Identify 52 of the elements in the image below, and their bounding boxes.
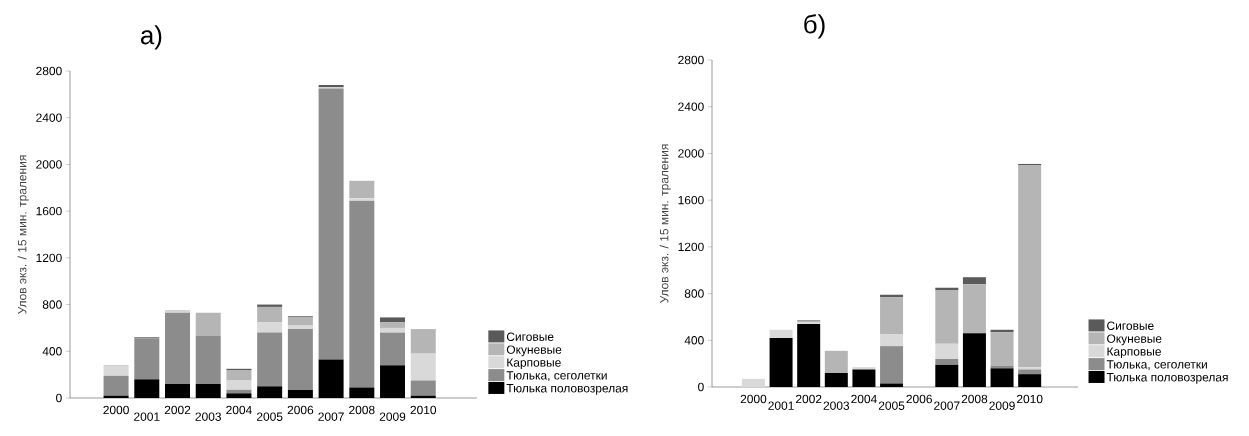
y-tick-label: 400 (42, 347, 62, 356)
y-tick-label: 2400 (678, 102, 704, 111)
x-tick-label: 2006 (906, 394, 932, 404)
legend-label: Тюлька, сеголетки (1106, 360, 1207, 370)
x-tick-label: 2008 (961, 394, 988, 404)
y-axis-title: Улов экз. / 15 мин. траления (17, 155, 29, 314)
y-axis-title: Улов экз. / 15 мин. траления (659, 144, 671, 303)
legend-label: Карповые (507, 358, 561, 370)
x-tick-label: 2009 (989, 401, 1015, 410)
x-tick-label: 2008 (349, 405, 375, 415)
x-tick-label: 2002 (795, 394, 822, 404)
y-tick-label: 2000 (678, 149, 704, 158)
x-tick-label: 2004 (851, 394, 877, 404)
x-tick-label: 2010 (1016, 394, 1043, 404)
legend-label: Сиговые (506, 332, 554, 341)
legend-label: Тюлька половозрелая (1106, 373, 1228, 384)
y-tick-label: 0 (56, 393, 62, 403)
x-tick-label: 2010 (410, 405, 437, 415)
x-tick-label: 2000 (103, 405, 129, 415)
x-tick-label: 2003 (823, 401, 850, 410)
x-tick-label: 2000 (740, 394, 767, 404)
x-tick-label: 2001 (768, 401, 794, 410)
y-tick-label: 1600 (36, 206, 62, 216)
y-tick-label: 1200 (678, 242, 704, 252)
y-tick-label: 800 (42, 300, 62, 309)
x-tick-label: 2009 (379, 412, 406, 421)
x-tick-label: 2004 (226, 405, 252, 415)
y-tick-label: 2800 (678, 55, 704, 65)
x-tick-label: 2005 (256, 412, 283, 421)
y-tick-label: 2800 (36, 66, 62, 76)
x-tick-label: 2001 (134, 412, 160, 421)
legend-label: Окуневые (506, 345, 562, 357)
y-tick-label: 0 (698, 382, 704, 392)
legend-label: Окуневые (1107, 334, 1162, 346)
x-tick-label: 2005 (878, 401, 905, 410)
y-tick-label: 1200 (36, 253, 62, 263)
legend-label: Тюлька, сеголетки (506, 371, 607, 381)
y-tick-label: 2000 (36, 160, 62, 169)
x-tick-label: 2006 (287, 405, 314, 415)
x-tick-label: 2007 (318, 412, 344, 421)
x-tick-label: 2003 (195, 412, 221, 421)
y-tick-label: 1600 (678, 195, 704, 205)
y-tick-label: 400 (684, 336, 704, 345)
y-tick-label: 2400 (36, 113, 62, 122)
y-tick-label: 800 (684, 289, 704, 298)
chart-title: а) (140, 25, 162, 50)
legend-label: Сиговые (1107, 321, 1154, 330)
chart-title: б) (804, 14, 825, 39)
x-tick-label: 2002 (164, 405, 191, 415)
legend-label: Карповые (1107, 347, 1161, 359)
legend-label: Тюлька половозрелая (506, 384, 628, 395)
x-tick-label: 2007 (934, 401, 960, 410)
